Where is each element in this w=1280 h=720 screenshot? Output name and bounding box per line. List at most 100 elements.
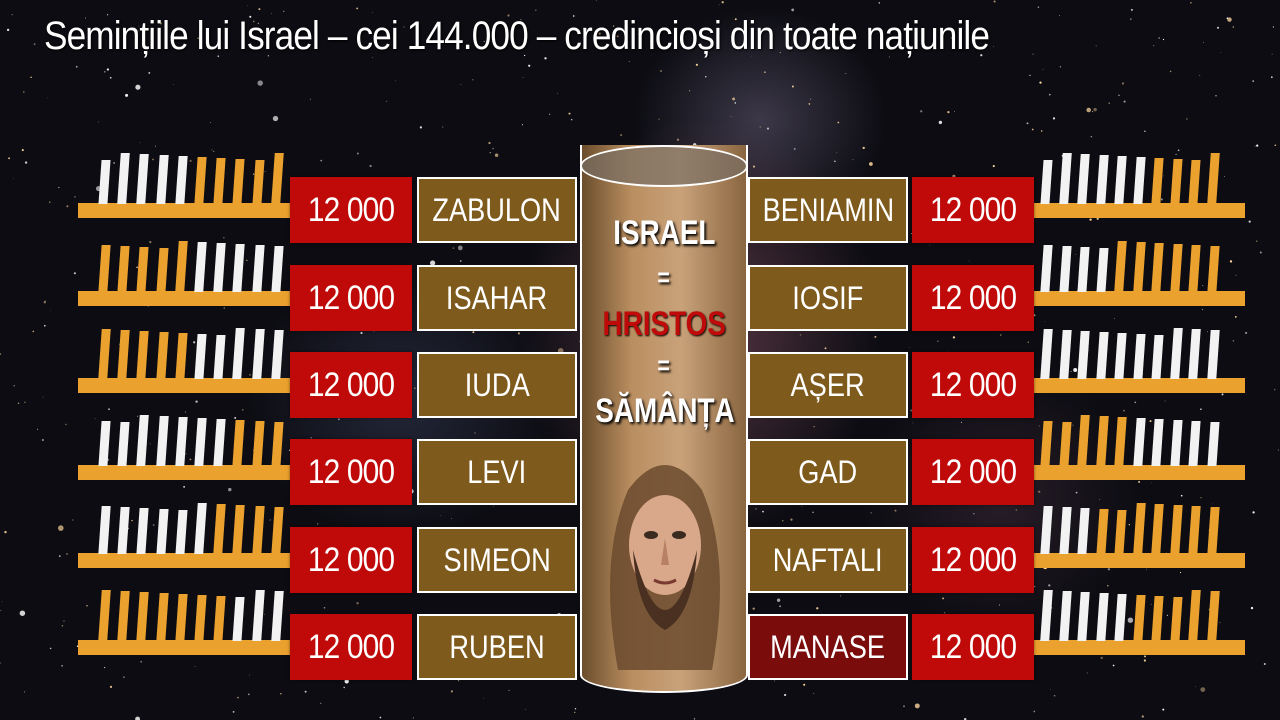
jesus-portrait-image <box>610 465 720 670</box>
comb-tooth <box>1169 505 1183 554</box>
comb-tooth <box>1188 329 1201 379</box>
count-box: 12 000 <box>912 265 1034 331</box>
comb-tooth <box>1169 159 1183 204</box>
left-comb <box>78 236 310 306</box>
comb-tooth <box>175 333 188 379</box>
count-box-text: 12 000 <box>307 627 395 666</box>
comb-tooth <box>251 590 265 641</box>
tribe-box-levi: LEVI <box>417 439 577 505</box>
comb-tooth <box>1058 507 1072 554</box>
comb-base <box>78 378 310 393</box>
count-box-text: 12 000 <box>307 540 395 579</box>
left-comb <box>78 323 310 393</box>
comb-tooth <box>98 329 111 379</box>
comb-tooth <box>1206 422 1220 466</box>
comb-tooth <box>156 509 169 554</box>
right-comb <box>1020 323 1245 393</box>
comb-tooth <box>1095 155 1109 204</box>
comb-tooth <box>194 595 207 641</box>
comb-tooth <box>1077 415 1090 466</box>
count-box-text: 12 000 <box>307 365 395 404</box>
comb-tooth <box>232 244 246 292</box>
comb-tooth <box>271 507 284 554</box>
count-box-text: 12 000 <box>307 278 395 317</box>
samanta-label: SĂMÂNȚA <box>595 392 735 430</box>
comb-tooth <box>1132 595 1146 641</box>
comb-tooth <box>136 592 150 641</box>
comb-tooth <box>213 243 226 292</box>
comb-tooth <box>1058 153 1072 204</box>
comb-tooth <box>1040 506 1053 554</box>
tribe-box-gad-text: GAD <box>798 453 858 490</box>
count-box: 12 000 <box>290 265 412 331</box>
count-box-text: 12 000 <box>929 190 1017 229</box>
comb-tooth <box>232 328 246 379</box>
comb-tooth <box>175 594 188 641</box>
count-box: 12 000 <box>912 177 1034 243</box>
count-box-text: 12 000 <box>307 452 395 491</box>
comb-tooth <box>1188 590 1201 641</box>
comb-tooth <box>194 157 207 204</box>
comb-base <box>1020 378 1245 393</box>
comb-tooth <box>136 331 150 379</box>
comb-tooth <box>1040 590 1053 641</box>
comb-tooth <box>1151 596 1164 641</box>
tribe-box-așer: AȘER <box>748 352 908 418</box>
comb-tooth <box>194 334 207 379</box>
comb-tooth <box>117 591 130 641</box>
comb-tooth <box>1095 593 1109 641</box>
comb-base <box>78 553 310 568</box>
right-comb <box>1020 148 1245 218</box>
count-box-text: 12 000 <box>929 452 1017 491</box>
comb-tooth <box>1040 160 1053 204</box>
comb-tooth <box>1151 158 1164 204</box>
comb-tooth <box>1169 328 1183 379</box>
comb-tooth <box>1169 244 1183 292</box>
comb-tooth <box>117 422 130 466</box>
comb-tooth <box>1206 153 1220 204</box>
comb-tooth <box>232 159 245 204</box>
comb-tooth <box>1077 247 1090 292</box>
comb-base <box>1020 640 1245 655</box>
comb-tooth <box>1206 246 1220 292</box>
left-comb <box>78 585 310 655</box>
comb-base <box>78 203 310 218</box>
comb-tooth <box>1151 335 1164 379</box>
comb-tooth <box>1114 417 1127 466</box>
comb-tooth <box>155 593 169 641</box>
comb-tooth <box>1188 160 1201 204</box>
tribe-box-zabulon-text: ZABULON <box>432 191 562 228</box>
comb-tooth <box>136 154 150 204</box>
tribe-box-zabulon: ZABULON <box>417 177 577 243</box>
comb-tooth <box>155 416 169 466</box>
count-box-text: 12 000 <box>929 278 1017 317</box>
comb-tooth <box>232 597 245 641</box>
tribe-box-simeon: SIMEON <box>417 527 577 593</box>
comb-tooth <box>1114 594 1127 641</box>
comb-tooth <box>1058 330 1072 379</box>
tribe-box-iuda-text: IUDA <box>464 366 530 403</box>
count-box-text: 12 000 <box>929 627 1017 666</box>
comb-tooth <box>213 335 226 379</box>
tribe-box-ruben: RUBEN <box>417 614 577 680</box>
comb-tooth <box>1077 508 1090 554</box>
comb-tooth <box>175 510 188 554</box>
comb-tooth <box>1040 329 1053 379</box>
left-comb <box>78 410 310 480</box>
count-box: 12 000 <box>912 352 1034 418</box>
tribe-box-iosif-text: IOSIF <box>792 279 864 316</box>
hristos-label: HRISTOS <box>602 305 726 343</box>
comb-tooth <box>117 246 130 292</box>
comb-tooth <box>271 422 284 466</box>
comb-tooth <box>194 242 207 292</box>
comb-tooth <box>1151 243 1164 292</box>
comb-tooth <box>175 417 188 466</box>
tribe-box-așer-text: AȘER <box>790 366 866 403</box>
count-box-text: 12 000 <box>307 190 395 229</box>
comb-tooth <box>1095 509 1109 554</box>
count-box: 12 000 <box>290 352 412 418</box>
comb-tooth <box>1114 156 1127 204</box>
comb-tooth <box>271 591 284 641</box>
count-box: 12 000 <box>290 614 412 680</box>
count-box-text: 12 000 <box>929 365 1017 404</box>
